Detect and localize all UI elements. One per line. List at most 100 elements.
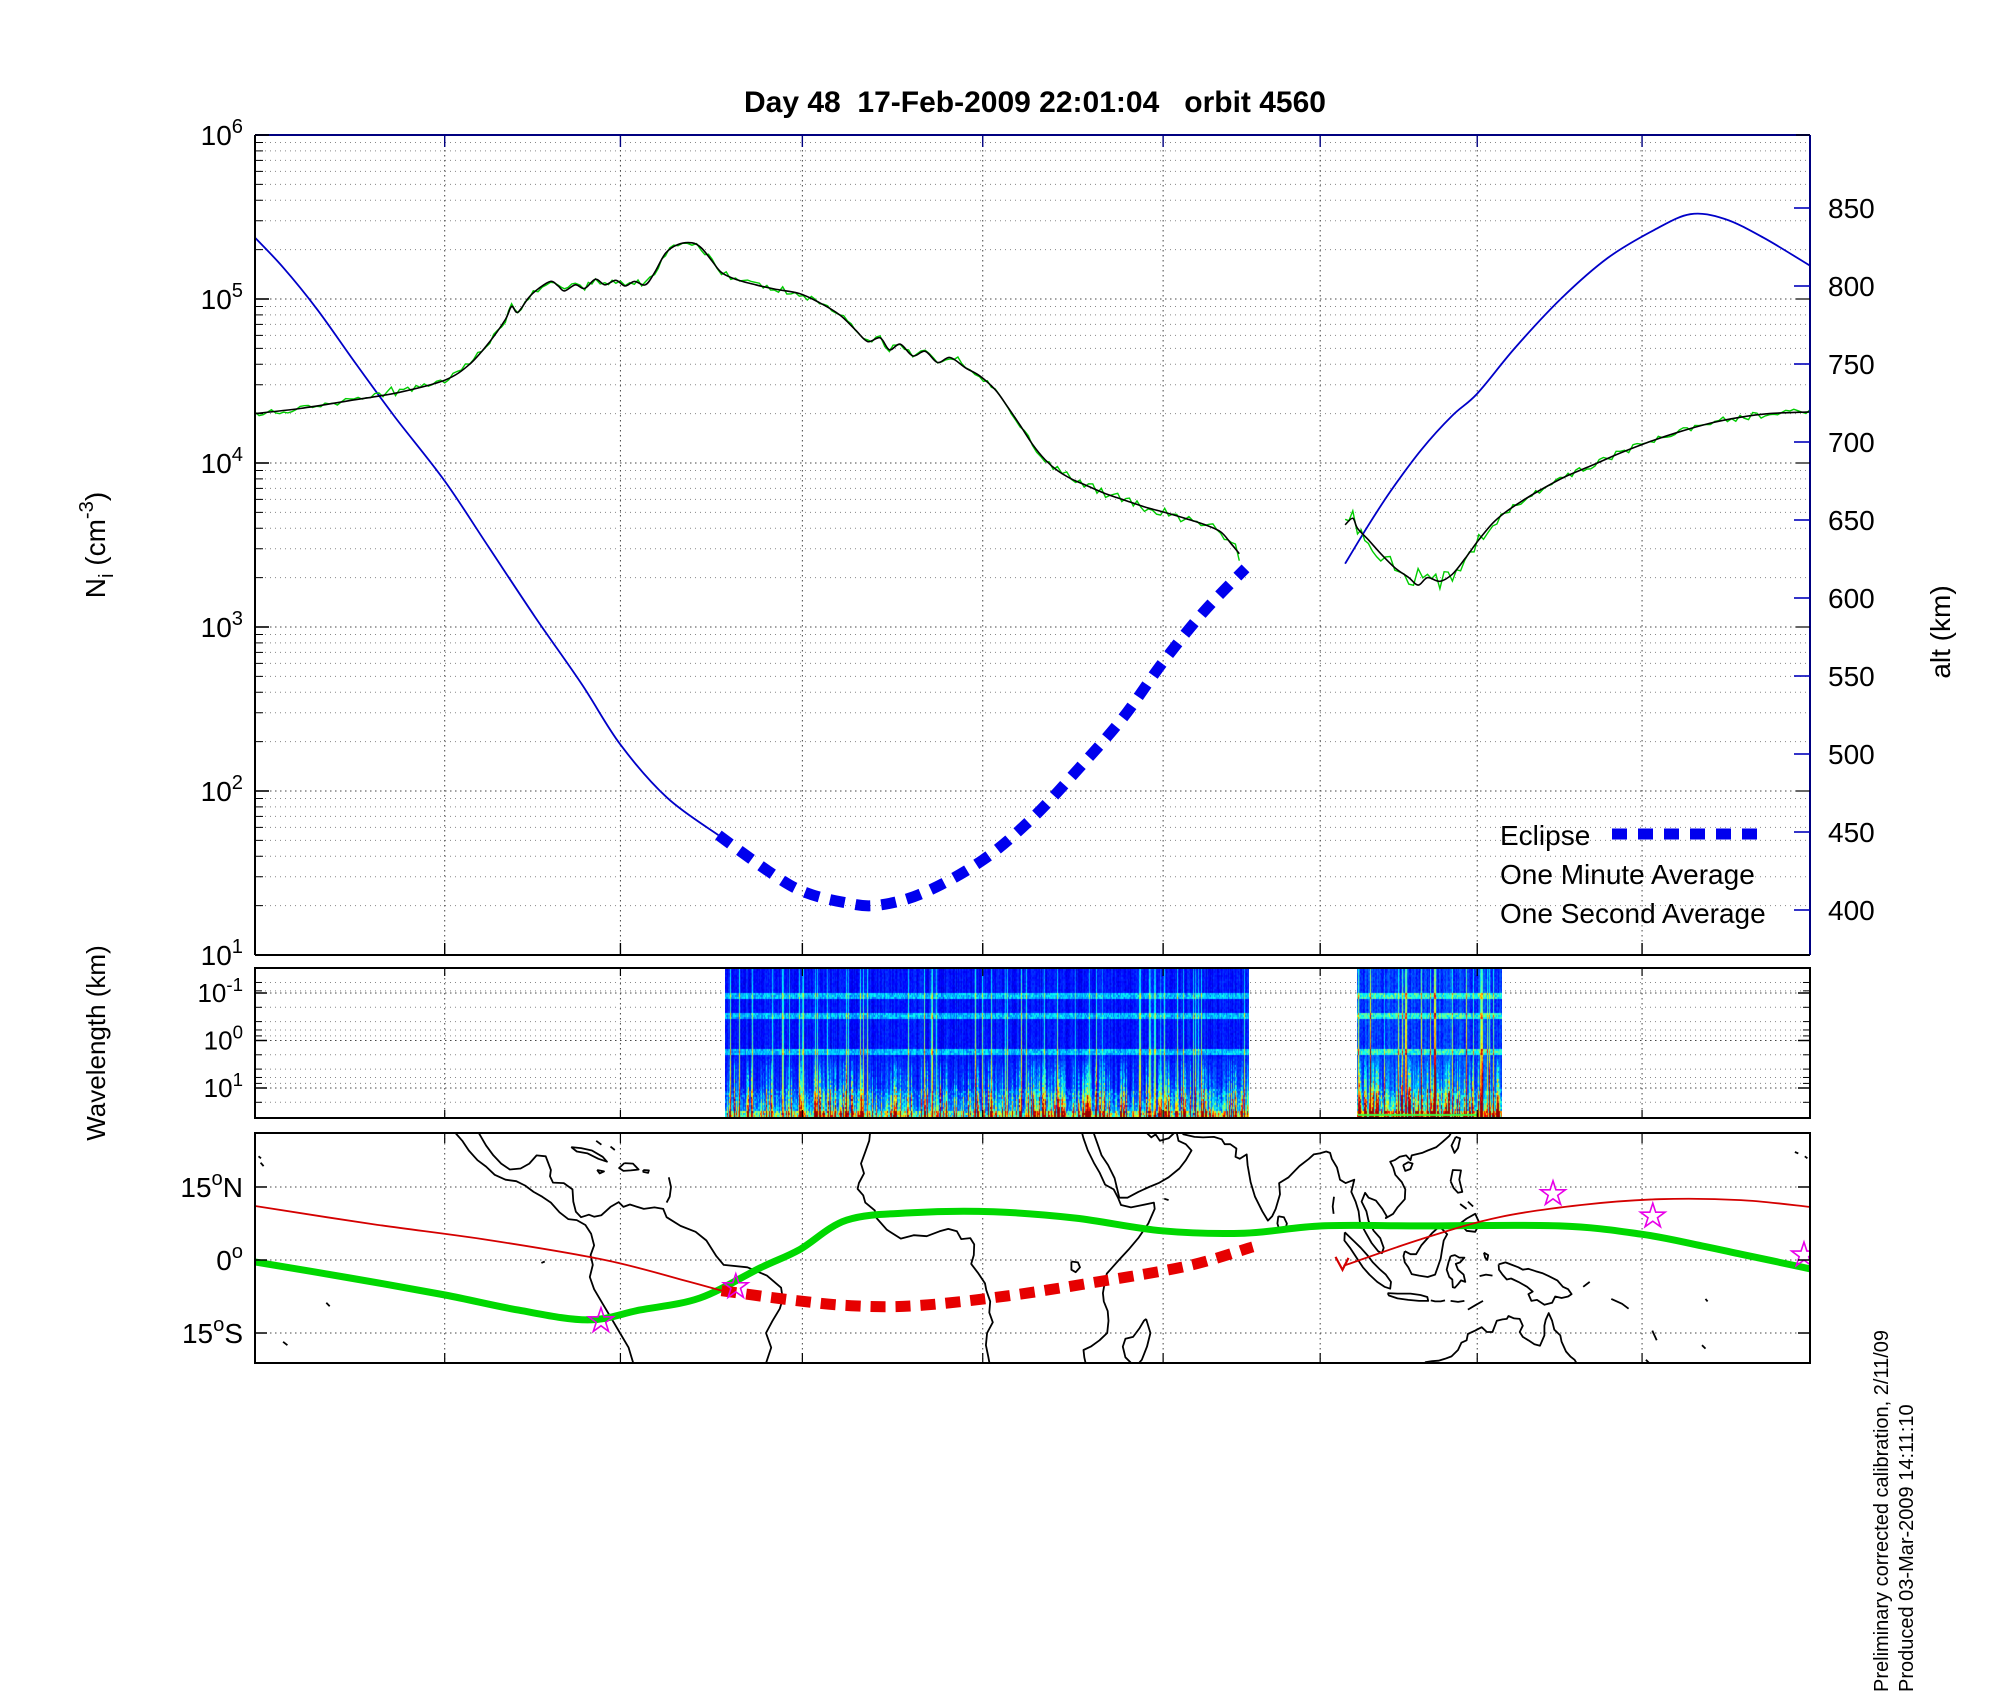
coastline [596,1169,605,1175]
y-tick-label-alt: 850 [1828,193,1875,224]
longitude-marker-star [586,1305,616,1334]
y-tick-label-wavelength: 100 [204,1022,243,1056]
coastline [1794,1151,1799,1155]
y-tick-label-density: 104 [201,444,243,479]
y-tick-label-alt: 700 [1828,427,1875,458]
y-tick-label-alt: 450 [1828,817,1875,848]
orbit-track-thin-red-left [255,1205,722,1292]
coastline [1402,1225,1449,1278]
altitude-curve-ascending [1344,212,1811,565]
y-tick-label-wavelength: 101 [204,1069,243,1103]
longitude-marker-star [1538,1178,1568,1207]
spectrogram-region-2 [1357,969,1502,1118]
panel2-border [254,967,1811,1119]
y-tick-label-alt: 650 [1828,505,1875,536]
legend-label-one-minute-average: One Minute Average [1500,859,1755,890]
wavelength-axis-label: Wavelength (km) [81,945,111,1141]
coastline [570,1146,608,1163]
coastline [1467,1300,1484,1311]
one-second-average-curve [254,242,1240,561]
coastline [1497,1261,1573,1306]
coastline [453,1133,635,1363]
orbit-track-thin-red-right [1343,1197,1810,1267]
magnetic-equator-track [255,1207,1810,1324]
coastline [325,1302,331,1307]
density-axis-label: Ni (cm-3) [76,492,118,598]
map-clipped-content [255,1133,1810,1363]
ground-track-map-panel: 15oN 0o 15oS [180,1132,1811,1364]
panel3-border [254,1132,1811,1364]
y-tick-label-wavelength: 10-1 [197,974,243,1008]
eclipse-dashed-altitude-curve [715,564,1250,912]
coastline [1163,1197,1169,1201]
coastline [1070,1260,1081,1274]
coastline [1582,1281,1591,1288]
coastline [1610,1298,1630,1310]
one-minute-average-curve [1344,411,1811,586]
wavelength-spectrogram-panel: 10-1 100 101 Wavelength (km) [81,945,1811,1141]
y-tick-label-alt: 400 [1828,895,1875,926]
panel2-grid [255,967,1810,1118]
y-tick-label-density: 101 [201,936,243,971]
coastline [1081,1133,1156,1363]
plot-title: Day 48 17-Feb-2009 22:01:04 orbit 4560 [744,86,1326,119]
y-tick-label-density: 105 [201,280,243,315]
y-tick-label-alt: 600 [1828,583,1875,614]
coastline [1180,1133,1453,1255]
coastline [595,1140,602,1146]
orbit-start-arrow [1334,1256,1350,1273]
lat-tick-label: 0o [216,1241,243,1276]
orbit-track-eclipse-dashed-red [720,1241,1255,1313]
y-tick-label-alt: 750 [1828,349,1875,380]
panel1-grid [255,134,1810,956]
note-produced-date: Produced 03-Mar-2009 14:11:10 [1896,1404,1918,1692]
coastline [1701,1344,1707,1350]
coastline [618,1162,640,1172]
spectrogram-region-1 [725,969,1249,1118]
altitude-curve-descending [254,236,719,836]
coastline [1450,1136,1461,1154]
coastline [1121,1318,1152,1363]
coastline [1424,1312,1578,1363]
legend-label-one-second-average: One Second Average [1500,898,1766,929]
legend-label-eclipse: Eclipse [1500,820,1590,851]
y-tick-label-alt: 550 [1828,661,1875,692]
one-minute-average-curve [254,241,1240,555]
coastline [1651,1330,1658,1341]
density-altitude-panel: 101 102 103 104 105 106 400 450 500 550 600 650 700 7… [76,116,1956,971]
note-preliminary-calibration: Preliminary corrected calibration, 2/11/… [1871,1330,1893,1692]
longitude-marker-star [1637,1200,1668,1229]
coastline [477,1133,784,1363]
coastline [1479,1273,1493,1277]
coastline [1704,1298,1709,1302]
coastline [1804,1155,1808,1160]
coastline [1331,1196,1335,1214]
y-tick-label-density: 106 [201,116,243,151]
coastline [1450,1300,1465,1303]
coastline [1343,1231,1392,1290]
coastline [1092,1133,1193,1199]
coastline [1430,1299,1446,1303]
coastline [642,1169,650,1174]
coastline [1467,1200,1474,1208]
coastline [609,1145,616,1151]
y-tick-label-density: 103 [201,608,243,643]
coastline [665,1177,672,1204]
coastline [1445,1254,1467,1289]
y-tick-label-alt: 800 [1828,271,1875,302]
one-second-average-curve [1344,408,1811,592]
coastline [259,1162,265,1167]
coastline [541,1260,546,1264]
y-tick-label-alt: 500 [1828,739,1875,770]
coastline [1459,1203,1468,1210]
coastline [257,1155,262,1160]
coastline [1386,1292,1430,1302]
coastline [1449,1169,1464,1194]
coastline [1483,1251,1490,1261]
coastline [282,1341,288,1346]
altitude-axis-label: alt (km) [1925,585,1956,678]
coastline [1402,1161,1414,1172]
